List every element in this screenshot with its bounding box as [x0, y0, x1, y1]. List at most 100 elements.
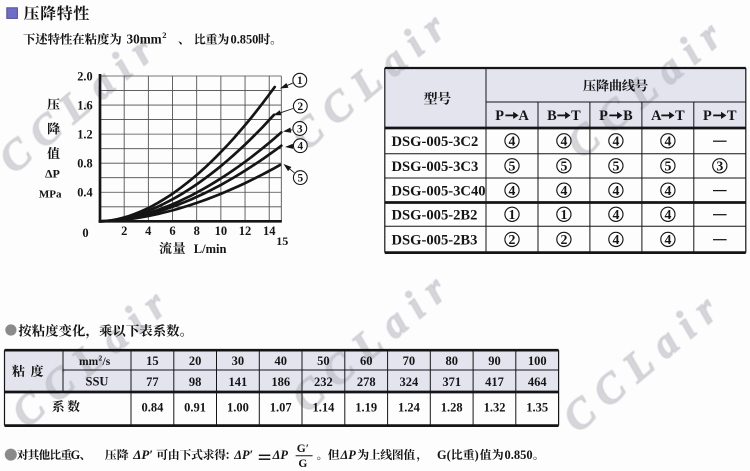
svg-text:1.2: 1.2	[77, 128, 92, 142]
svg-text:G′: G′	[297, 443, 309, 455]
svg-text:4: 4	[664, 232, 671, 247]
svg-text:1.24: 1.24	[398, 401, 421, 415]
svg-text:20: 20	[189, 354, 202, 368]
svg-text:4: 4	[612, 183, 619, 198]
svg-text:50: 50	[317, 354, 330, 368]
svg-text:ΔP′: ΔP′	[132, 447, 153, 462]
svg-text:15: 15	[146, 354, 159, 368]
svg-text:4: 4	[612, 207, 619, 222]
svg-text:1.19: 1.19	[355, 401, 377, 415]
svg-text:5: 5	[298, 173, 304, 185]
svg-text:4: 4	[612, 134, 619, 149]
svg-text:0.84: 0.84	[141, 401, 164, 415]
svg-text:mm: mm	[79, 356, 99, 368]
svg-text:0.4: 0.4	[77, 186, 92, 200]
svg-text:G: G	[71, 448, 81, 462]
svg-text:0.8: 0.8	[77, 157, 92, 171]
svg-text:1.28: 1.28	[441, 401, 463, 415]
svg-text:186: 186	[271, 375, 290, 389]
svg-text:0.850: 0.850	[505, 448, 533, 462]
svg-text:4: 4	[145, 224, 152, 238]
svg-text:30: 30	[232, 354, 245, 368]
svg-text:2: 2	[162, 30, 166, 40]
svg-text:1.00: 1.00	[227, 401, 249, 415]
svg-text:): )	[475, 448, 479, 462]
svg-text:MPa: MPa	[39, 188, 62, 200]
svg-text:0.850: 0.850	[231, 33, 259, 47]
svg-text:T: T	[727, 108, 737, 124]
svg-text:98: 98	[189, 375, 202, 389]
svg-text:P: P	[599, 108, 608, 124]
svg-text:0.91: 0.91	[184, 401, 206, 415]
svg-text:1.6: 1.6	[77, 99, 92, 113]
svg-text:2.0: 2.0	[77, 69, 92, 83]
svg-text:T: T	[675, 108, 685, 124]
svg-text:4: 4	[509, 134, 516, 149]
svg-text:P: P	[703, 108, 712, 124]
svg-text:371: 371	[442, 375, 461, 389]
svg-text:0: 0	[82, 226, 88, 240]
svg-text:SSU: SSU	[86, 375, 109, 389]
svg-text:15: 15	[276, 234, 288, 248]
svg-text:5: 5	[509, 159, 516, 174]
svg-text:4: 4	[560, 183, 567, 198]
svg-text:464: 464	[528, 375, 548, 389]
svg-text:4: 4	[664, 134, 671, 149]
svg-text:4: 4	[664, 207, 671, 222]
svg-text:1: 1	[297, 75, 303, 87]
svg-text:6: 6	[169, 224, 175, 238]
svg-text:2: 2	[99, 354, 103, 363]
svg-text:1.35: 1.35	[526, 401, 548, 415]
svg-text:G: G	[298, 458, 307, 470]
svg-text:14: 14	[263, 224, 276, 238]
svg-text:3: 3	[716, 159, 723, 174]
svg-text:ΔP: ΔP	[340, 448, 357, 462]
svg-text:70: 70	[403, 354, 416, 368]
svg-text:A: A	[518, 108, 529, 124]
svg-text:1: 1	[509, 207, 516, 222]
svg-text:DSG-005-3C3: DSG-005-3C3	[392, 159, 479, 175]
svg-text:B: B	[547, 108, 557, 124]
svg-text:80: 80	[445, 354, 458, 368]
svg-text:77: 77	[146, 375, 159, 389]
svg-text:T: T	[571, 108, 581, 124]
svg-text:4: 4	[560, 134, 567, 149]
svg-text:1.07: 1.07	[270, 401, 292, 415]
svg-text:2: 2	[298, 101, 304, 113]
svg-text:1.14: 1.14	[312, 401, 335, 415]
svg-text:ΔP′: ΔP′	[233, 448, 253, 462]
svg-text:DSG-005-2B2: DSG-005-2B2	[392, 208, 478, 224]
svg-text:5: 5	[560, 159, 567, 174]
svg-text:B: B	[623, 108, 633, 124]
svg-text:ΔP: ΔP	[45, 166, 60, 180]
svg-text:/s: /s	[102, 356, 111, 368]
svg-text:4: 4	[664, 183, 671, 198]
svg-text:12: 12	[239, 224, 252, 238]
svg-text:A: A	[651, 108, 662, 124]
svg-text:8: 8	[194, 224, 200, 238]
svg-text:232: 232	[314, 375, 333, 389]
svg-text:3: 3	[297, 123, 303, 135]
svg-text:5: 5	[664, 159, 671, 174]
svg-text:90: 90	[488, 354, 501, 368]
svg-text:4: 4	[612, 232, 619, 247]
svg-text:1: 1	[560, 207, 567, 222]
svg-text:60: 60	[360, 354, 373, 368]
svg-text:40: 40	[274, 354, 287, 368]
svg-text:P: P	[495, 108, 504, 124]
svg-text:100: 100	[528, 354, 547, 368]
svg-text:1.32: 1.32	[484, 401, 506, 415]
svg-text:4: 4	[509, 183, 516, 198]
svg-text:4: 4	[298, 141, 304, 153]
svg-text:30mm: 30mm	[127, 32, 162, 47]
svg-text:DSG-005-3C40: DSG-005-3C40	[392, 183, 486, 199]
svg-text:417: 417	[485, 375, 504, 389]
svg-text:2: 2	[560, 232, 567, 247]
svg-text:2: 2	[509, 232, 516, 247]
svg-text:2: 2	[121, 224, 127, 238]
svg-text:10: 10	[215, 224, 228, 238]
svg-text:DSG-005-3C2: DSG-005-3C2	[392, 134, 479, 150]
svg-text:324: 324	[400, 375, 420, 389]
svg-text:G(: G(	[437, 448, 451, 462]
svg-text:ΔP: ΔP	[272, 448, 289, 462]
